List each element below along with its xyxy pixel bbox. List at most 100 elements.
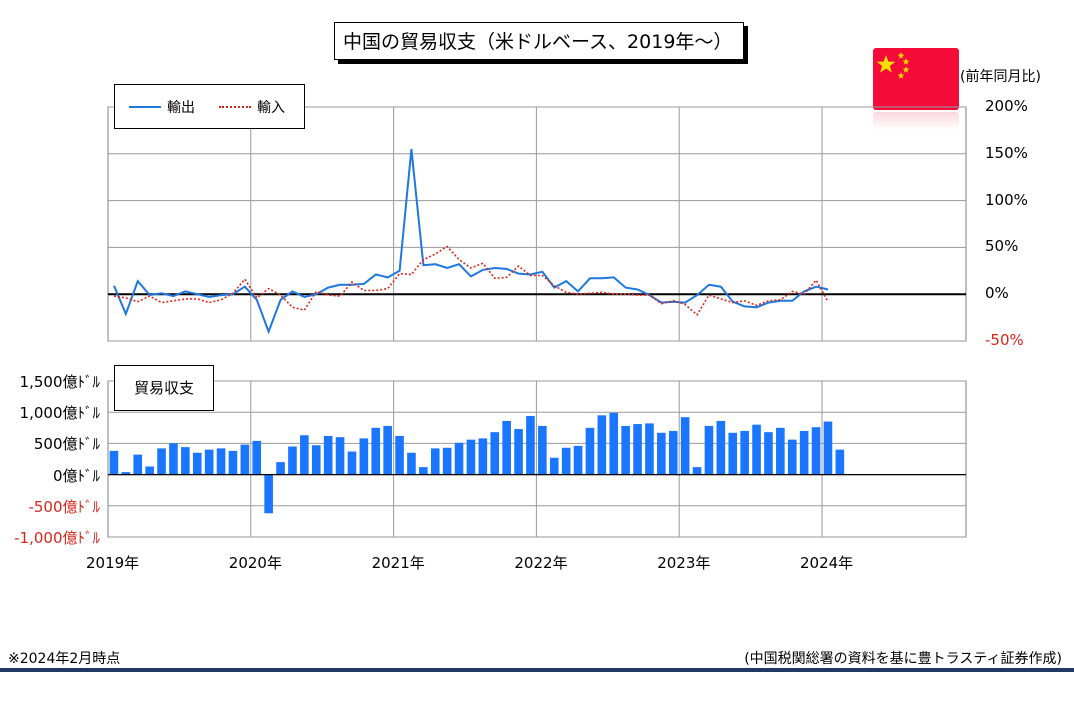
balance-bar xyxy=(728,432,738,475)
balance-bar xyxy=(133,454,143,475)
balance-bar xyxy=(490,432,500,475)
balance-bar xyxy=(561,447,571,475)
source-note: (中国税関総署の資料を基に豊トラスティ証券作成) xyxy=(744,651,1062,667)
line-plot-frame xyxy=(107,106,967,342)
balance-bar xyxy=(466,439,476,475)
y-tick-label: -1,000億ﾄﾞﾙ xyxy=(14,529,100,547)
balance-bar xyxy=(276,462,285,475)
balance-bar xyxy=(335,437,345,475)
balance-bar xyxy=(549,457,559,475)
y-tick-label: 1,500億ﾄﾞﾙ xyxy=(19,373,100,391)
balance-bar xyxy=(395,435,404,475)
series-line-export xyxy=(113,148,829,335)
balance-bar xyxy=(169,443,178,475)
x-tick-label: 2024年 xyxy=(800,554,854,572)
balance-bar xyxy=(787,439,797,475)
balance-bar xyxy=(633,424,642,475)
y-tick-label: -500億ﾄﾞﾙ xyxy=(28,497,100,516)
balance-bar xyxy=(645,423,654,475)
balance-bar xyxy=(181,447,190,475)
balance-bar xyxy=(716,420,726,475)
footnote: ※2024年2月時点 xyxy=(8,651,121,667)
balance-bar xyxy=(752,424,761,475)
balance-bar xyxy=(192,452,202,475)
balance-bar xyxy=(430,448,440,475)
balance-bar xyxy=(823,421,833,475)
balance-bar xyxy=(240,444,250,475)
balance-bar xyxy=(764,432,773,475)
balance-bar xyxy=(668,430,678,475)
y-tick-label: 150% xyxy=(985,143,1028,162)
legend-item-export: 輸出 xyxy=(129,97,195,117)
balance-bar xyxy=(109,450,119,475)
balance-bar xyxy=(585,427,595,475)
flag-small-star xyxy=(897,72,905,79)
y-tick-label: 500億ﾄﾞﾙ xyxy=(33,435,100,454)
y-tick-label: -50% xyxy=(985,331,1024,349)
legend-item-import: 輸入 xyxy=(219,97,285,117)
balance-bar xyxy=(692,467,702,475)
balance-bar xyxy=(407,452,416,475)
x-tick-label: 2022年 xyxy=(514,554,568,572)
x-tick-label: 2019年 xyxy=(86,554,140,572)
balance-bar xyxy=(252,440,262,475)
balance-bar xyxy=(776,427,785,475)
flag-reflection xyxy=(873,112,959,130)
balance-bar xyxy=(311,445,321,475)
flag-small-star xyxy=(897,52,905,59)
balance-bar xyxy=(145,466,154,475)
balance-bar xyxy=(204,449,214,475)
china-flag xyxy=(873,48,959,110)
balance-bar xyxy=(157,448,166,475)
flag-small-star xyxy=(902,58,910,65)
balance-bar xyxy=(740,430,749,475)
x-tick-label: 2021年 xyxy=(371,554,425,572)
balance-bar xyxy=(383,425,392,475)
balance-bar xyxy=(478,438,488,475)
balance-bar xyxy=(621,425,630,475)
balance-bar xyxy=(347,451,357,475)
balance-bar xyxy=(526,415,535,475)
y-tick-label: 0億ﾄﾞﾙ xyxy=(52,466,100,485)
x-tick-label: 2020年 xyxy=(228,554,282,572)
legend-label-export: 輸出 xyxy=(167,100,195,116)
balance-bar xyxy=(514,429,523,475)
y-tick-label: 50% xyxy=(985,237,1019,256)
balance-bar xyxy=(454,442,464,475)
legend-label-import: 輸入 xyxy=(257,100,285,116)
balance-bar xyxy=(300,435,309,475)
balance-bar xyxy=(419,467,428,475)
y-tick-label: 1,000億ﾄﾞﾙ xyxy=(19,404,100,423)
balance-bar xyxy=(597,415,607,475)
flag-small-star xyxy=(902,66,910,73)
y-axis-unit-label: (前年同月比) xyxy=(960,69,1041,85)
bar-chart-label: 貿易収支 xyxy=(114,365,214,411)
balance-bar xyxy=(121,472,131,475)
balance-bar xyxy=(799,430,809,475)
chart-title: 中国の貿易収支（米ドルベース、2019年～） xyxy=(334,22,744,60)
legend-swatch-export xyxy=(129,106,161,108)
y-tick-label: 0% xyxy=(985,284,1009,303)
flag-big-star xyxy=(876,55,896,73)
balance-bar xyxy=(359,438,369,475)
balance-bar xyxy=(680,417,690,475)
balance-bar xyxy=(657,432,666,475)
balance-bar xyxy=(323,435,333,475)
balance-bar xyxy=(216,448,226,475)
balance-bar xyxy=(835,449,845,475)
balance-bar xyxy=(573,445,583,475)
balance-bar xyxy=(811,427,821,475)
china-flag-stars xyxy=(876,52,910,79)
balance-bar xyxy=(264,474,273,514)
y-tick-label: 100% xyxy=(985,190,1028,209)
balance-bar xyxy=(538,425,547,475)
series-line-import xyxy=(113,245,829,317)
x-tick-label: 2023年 xyxy=(657,554,711,572)
bottom-rule xyxy=(0,668,1074,672)
balance-bar xyxy=(704,425,714,475)
balance-bar xyxy=(288,446,297,475)
y-tick-label: 200% xyxy=(985,97,1028,115)
line-chart-legend: 輸出 輸入 xyxy=(114,84,305,129)
balance-bar xyxy=(371,427,381,475)
